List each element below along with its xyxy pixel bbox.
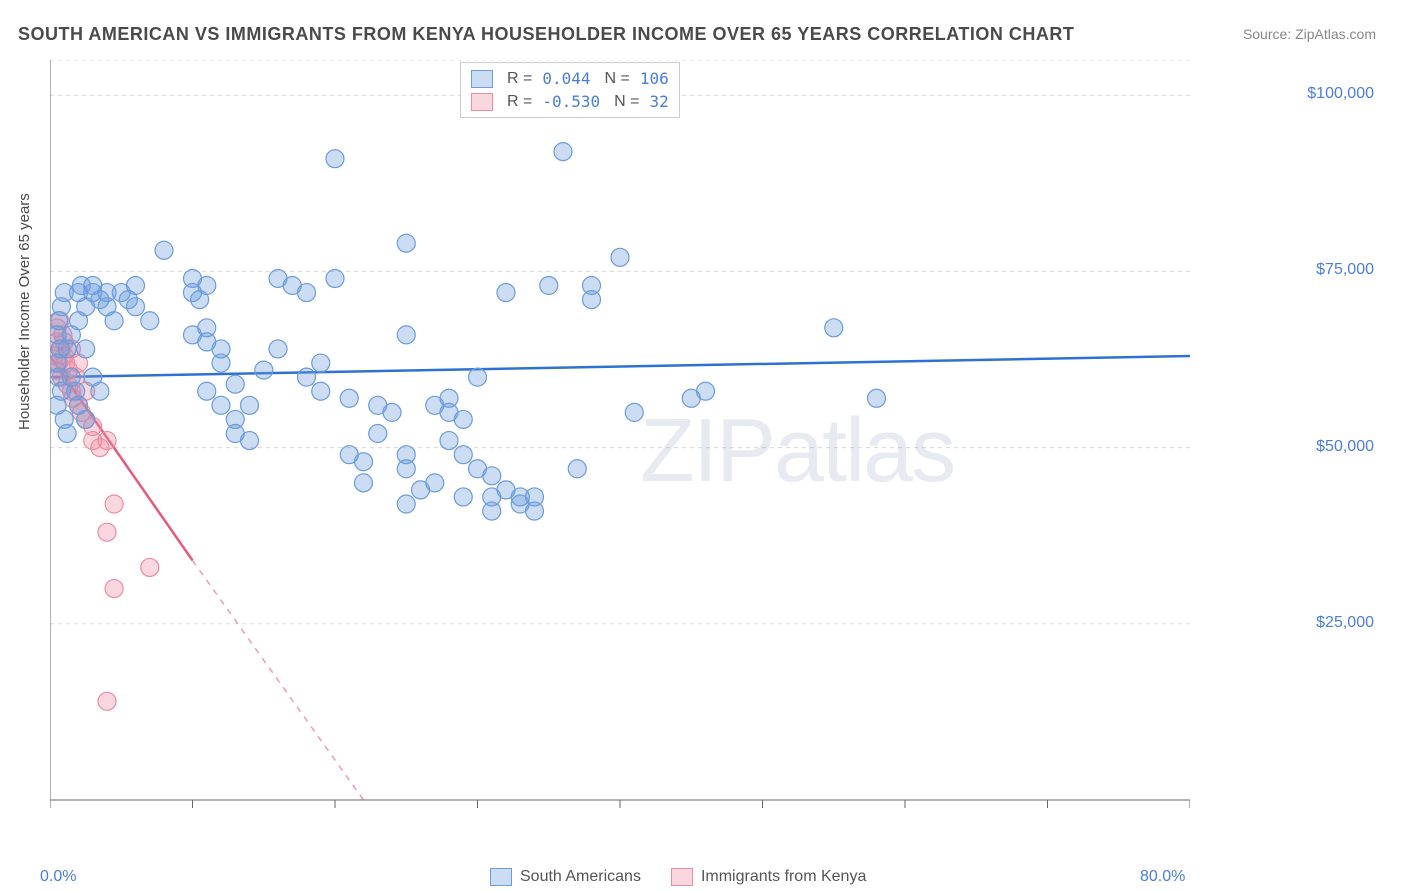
legend-r-value-0: 0.044 xyxy=(542,69,590,88)
legend-series: South Americans Immigrants from Kenya xyxy=(490,868,866,886)
legend-n-value-0: 106 xyxy=(640,69,669,88)
legend-swatch-blue xyxy=(471,70,493,88)
y-tick-label: $50,000 xyxy=(1316,438,1374,456)
legend-n-label: N = xyxy=(614,93,639,111)
legend-stats: R = 0.044 N = 106 R = -0.530 N = 32 xyxy=(460,62,680,118)
legend-r-label: R = xyxy=(507,93,532,111)
x-tick-label: 0.0% xyxy=(40,868,76,886)
chart-title: SOUTH AMERICAN VS IMMIGRANTS FROM KENYA … xyxy=(18,24,1074,45)
source-link[interactable]: ZipAtlas.com xyxy=(1295,26,1376,42)
legend-r-value-1: -0.530 xyxy=(542,92,600,111)
legend-stats-row: R = -0.530 N = 32 xyxy=(471,90,669,113)
source-label: Source: xyxy=(1243,26,1295,42)
y-tick-label: $75,000 xyxy=(1316,261,1374,279)
legend-n-label: N = xyxy=(605,70,630,88)
legend-swatch-blue xyxy=(490,868,512,886)
x-tick-label: 80.0% xyxy=(1140,868,1185,886)
source-attribution: Source: ZipAtlas.com xyxy=(1243,26,1376,42)
chart-plot-area xyxy=(50,60,1190,830)
scatter-svg xyxy=(50,60,1190,830)
legend-series-label: Immigrants from Kenya xyxy=(701,868,866,886)
legend-swatch-pink xyxy=(471,93,493,111)
legend-n-value-1: 32 xyxy=(649,92,668,111)
y-tick-label: $25,000 xyxy=(1316,614,1374,632)
legend-r-label: R = xyxy=(507,70,532,88)
legend-item: South Americans xyxy=(490,868,641,886)
legend-item: Immigrants from Kenya xyxy=(671,868,866,886)
y-axis-label: Householder Income Over 65 years xyxy=(16,193,33,430)
legend-series-label: South Americans xyxy=(520,868,641,886)
y-tick-label: $100,000 xyxy=(1307,85,1374,103)
legend-stats-row: R = 0.044 N = 106 xyxy=(471,67,669,90)
legend-swatch-pink xyxy=(671,868,693,886)
